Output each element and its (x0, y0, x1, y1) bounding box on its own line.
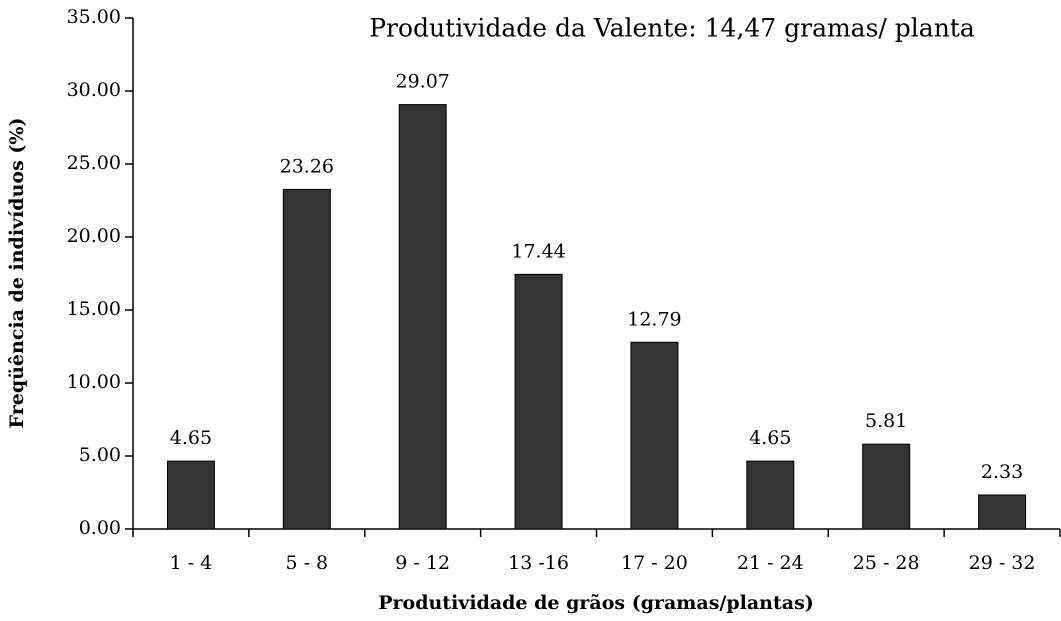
data-label: 5.81 (865, 410, 907, 432)
data-label: 17.44 (511, 240, 565, 262)
data-label: 12.79 (627, 308, 681, 330)
bar (166, 460, 215, 530)
x-tick-label: 21 - 24 (737, 552, 804, 574)
data-label: 23.26 (280, 155, 334, 177)
bar (746, 460, 795, 530)
x-tick-label: 1 - 4 (170, 552, 213, 574)
chart-title: Produtividade da Valente: 14,47 gramas/ … (369, 14, 975, 43)
x-tick-label: 17 - 20 (621, 552, 688, 574)
y-tick-label: 30.00 (67, 79, 121, 101)
bar (862, 443, 911, 530)
y-tick-label: 0.00 (79, 517, 121, 539)
y-tick-label: 10.00 (67, 371, 121, 393)
y-tick-label: 5.00 (79, 444, 121, 466)
data-label: 4.65 (170, 427, 212, 449)
x-tick-label: 25 - 28 (853, 552, 920, 574)
data-label: 2.33 (981, 461, 1023, 483)
data-label: 4.65 (749, 427, 791, 449)
data-label: 29.07 (395, 71, 449, 93)
bar (978, 494, 1027, 530)
x-axis-label: Produtividade de grãos (gramas/plantas) (378, 592, 814, 614)
y-tick-label: 20.00 (67, 225, 121, 247)
y-tick-label: 35.00 (67, 6, 121, 28)
x-tick-label: 13 -16 (508, 552, 569, 574)
y-axis-label: Freqüência de indivíduos (%) (6, 118, 28, 429)
bar (630, 341, 679, 530)
bar (282, 188, 331, 530)
bar (514, 273, 563, 530)
x-tick-label: 9 - 12 (395, 552, 450, 574)
x-tick-label: 5 - 8 (285, 552, 328, 574)
x-tick-label: 29 - 32 (969, 552, 1036, 574)
y-tick-label: 15.00 (67, 298, 121, 320)
y-tick-label: 25.00 (67, 152, 121, 174)
bar (398, 104, 447, 530)
